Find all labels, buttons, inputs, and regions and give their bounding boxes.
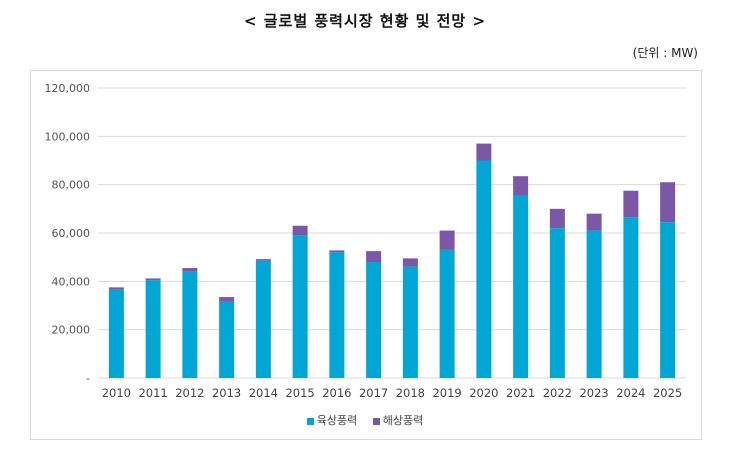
- y-tick-label: 40,000: [52, 275, 91, 288]
- bar-onshore-2022: [549, 228, 565, 378]
- bar-offshore-2023: [586, 213, 602, 231]
- x-tick-label: 2023: [579, 386, 608, 400]
- bar-onshore-2012: [182, 271, 198, 378]
- bar-onshore-2024: [623, 217, 639, 378]
- bar-onshore-2020: [476, 160, 492, 378]
- bar-offshore-2015: [292, 225, 308, 236]
- x-tick-label: 2011: [138, 386, 167, 400]
- bar-onshore-2014: [255, 260, 271, 378]
- x-tick-label: 2019: [432, 386, 461, 400]
- bar-offshore-2016: [329, 250, 345, 253]
- y-tick-label: -: [86, 372, 90, 385]
- x-tick-label: 2016: [322, 386, 351, 400]
- bar-onshore-2016: [329, 252, 345, 378]
- bar-offshore-2022: [549, 208, 565, 229]
- x-tick-label: 2017: [359, 386, 388, 400]
- bar-onshore-2018: [402, 266, 418, 378]
- bar-onshore-2021: [513, 195, 529, 378]
- legend-item-offshore: 해상풍력: [372, 412, 424, 428]
- x-tick-label: 2020: [469, 386, 498, 400]
- bar-onshore-2017: [366, 262, 382, 378]
- unit-label: (단위 : MW): [632, 46, 698, 60]
- bar-offshore-2014: [255, 259, 271, 261]
- legend-item-onshore: 육상풍력: [306, 412, 358, 428]
- x-tick-label: 2012: [175, 386, 204, 400]
- bar-onshore-2023: [586, 230, 602, 378]
- bar-offshore-2012: [182, 268, 198, 272]
- bar-offshore-2021: [513, 176, 529, 196]
- legend-swatch-onshore: [306, 417, 314, 425]
- legend-label-offshore: 해상풍력: [382, 414, 424, 427]
- y-tick-label: 20,000: [52, 324, 91, 337]
- x-tick-label: 2014: [249, 386, 278, 400]
- legend-label-onshore: 육상풍력: [316, 414, 358, 427]
- bar-offshore-2013: [219, 297, 235, 302]
- x-tick-label: 2018: [396, 386, 425, 400]
- bar-offshore-2011: [145, 278, 161, 281]
- bar-onshore-2025: [660, 222, 676, 378]
- x-tick-label: 2025: [653, 386, 682, 400]
- y-tick-label: 100,000: [45, 130, 91, 143]
- x-tick-label: 2021: [506, 386, 535, 400]
- bar-offshore-2017: [366, 251, 382, 262]
- chart-title: < 글로벌 풍력시장 현황 및 전망 >: [243, 12, 487, 30]
- bar-offshore-2025: [660, 182, 676, 223]
- x-tick-label: 2024: [616, 386, 645, 400]
- bar-offshore-2024: [623, 190, 639, 218]
- legend: 육상풍력 해상풍력: [0, 412, 730, 428]
- x-tick-label: 2022: [543, 386, 572, 400]
- bar-offshore-2019: [439, 230, 455, 250]
- bar-onshore-2015: [292, 235, 308, 378]
- bar-offshore-2018: [402, 258, 418, 267]
- bar-offshore-2020: [476, 143, 492, 161]
- x-tick-label: 2013: [212, 386, 241, 400]
- bar-onshore-2011: [145, 280, 161, 378]
- bar-onshore-2019: [439, 249, 455, 378]
- bar-onshore-2013: [219, 301, 235, 378]
- bar-onshore-2010: [108, 289, 124, 378]
- legend-swatch-offshore: [372, 417, 380, 425]
- y-tick-label: 60,000: [52, 227, 91, 240]
- x-tick-label: 2010: [102, 386, 131, 400]
- bar-offshore-2010: [108, 287, 124, 290]
- y-tick-label: 80,000: [52, 179, 91, 192]
- x-tick-label: 2015: [285, 386, 314, 400]
- y-tick-label: 120,000: [45, 82, 91, 95]
